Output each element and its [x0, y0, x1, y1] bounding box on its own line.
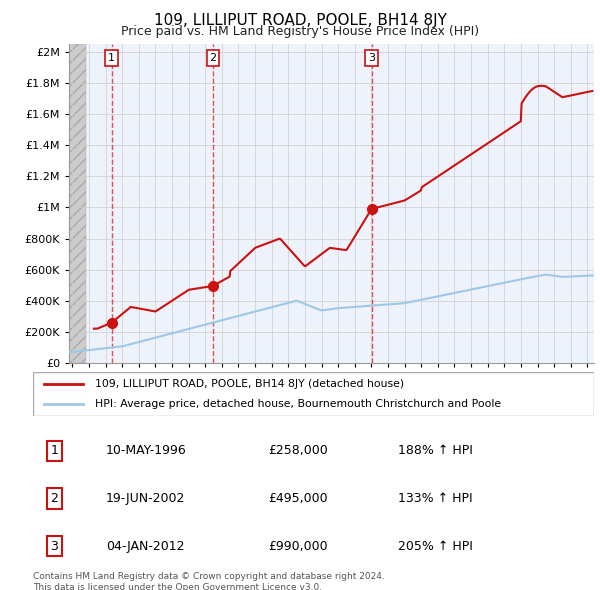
- Text: 109, LILLIPUT ROAD, POOLE, BH14 8JY: 109, LILLIPUT ROAD, POOLE, BH14 8JY: [154, 13, 446, 28]
- Text: 205% ↑ HPI: 205% ↑ HPI: [398, 540, 473, 553]
- Bar: [69, 44, 86, 363]
- Text: 188% ↑ HPI: 188% ↑ HPI: [398, 444, 473, 457]
- Text: Price paid vs. HM Land Registry's House Price Index (HPI): Price paid vs. HM Land Registry's House …: [121, 25, 479, 38]
- Text: 3: 3: [368, 53, 375, 63]
- Text: Contains HM Land Registry data © Crown copyright and database right 2024.
This d: Contains HM Land Registry data © Crown c…: [33, 572, 385, 590]
- Text: 1: 1: [50, 444, 58, 457]
- Text: 109, LILLIPUT ROAD, POOLE, BH14 8JY (detached house): 109, LILLIPUT ROAD, POOLE, BH14 8JY (det…: [95, 379, 404, 389]
- Text: 10-MAY-1996: 10-MAY-1996: [106, 444, 187, 457]
- Text: 1: 1: [108, 53, 115, 63]
- Text: 04-JAN-2012: 04-JAN-2012: [106, 540, 184, 553]
- Text: £990,000: £990,000: [269, 540, 328, 553]
- Text: 19-JUN-2002: 19-JUN-2002: [106, 492, 185, 505]
- Text: £495,000: £495,000: [269, 492, 328, 505]
- Text: 133% ↑ HPI: 133% ↑ HPI: [398, 492, 472, 505]
- Text: 3: 3: [50, 540, 58, 553]
- Text: HPI: Average price, detached house, Bournemouth Christchurch and Poole: HPI: Average price, detached house, Bour…: [95, 399, 501, 409]
- Text: 2: 2: [50, 492, 58, 505]
- Text: 2: 2: [209, 53, 217, 63]
- Text: £258,000: £258,000: [269, 444, 328, 457]
